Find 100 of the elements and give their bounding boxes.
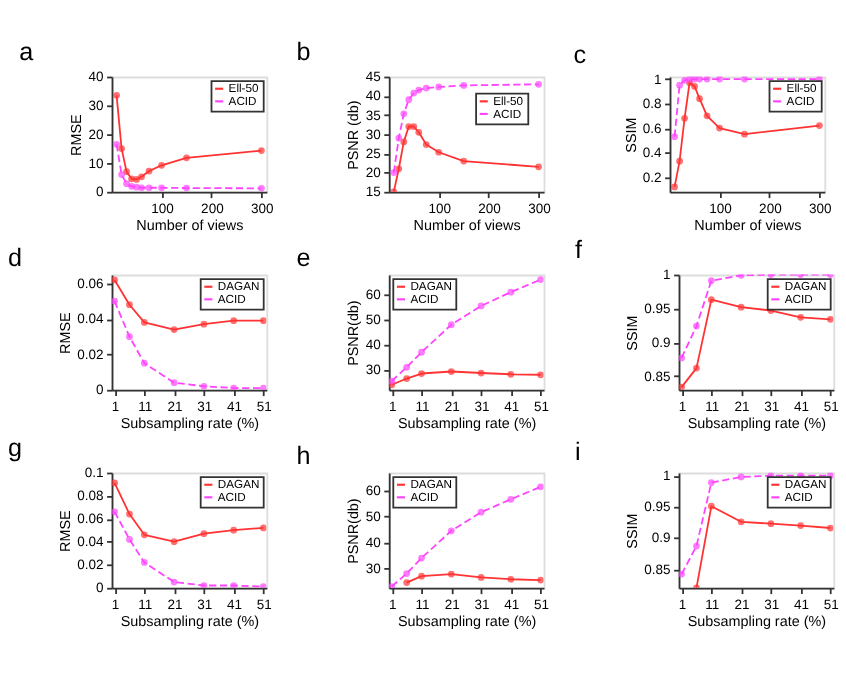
point bbox=[435, 83, 443, 91]
point bbox=[693, 322, 700, 330]
point bbox=[400, 110, 408, 118]
point bbox=[671, 133, 678, 141]
chart-title: h bbox=[296, 441, 311, 470]
point bbox=[403, 363, 411, 371]
point bbox=[258, 147, 265, 154]
x-axis-title: Subsampling rate (%) bbox=[397, 413, 537, 432]
x-axis-title: Subsampling rate (%) bbox=[687, 611, 827, 630]
point bbox=[741, 76, 748, 83]
point bbox=[537, 371, 544, 379]
point bbox=[230, 526, 238, 534]
point bbox=[707, 502, 715, 510]
point bbox=[816, 122, 823, 129]
point bbox=[696, 76, 703, 83]
point bbox=[477, 302, 485, 310]
x-axis-title: Subsampling rate (%) bbox=[120, 413, 260, 432]
point bbox=[447, 321, 455, 329]
point bbox=[145, 167, 153, 175]
point bbox=[118, 171, 125, 178]
point bbox=[507, 370, 515, 378]
point bbox=[140, 559, 148, 566]
point bbox=[418, 572, 425, 580]
point bbox=[460, 157, 468, 165]
point bbox=[460, 82, 468, 89]
point bbox=[403, 570, 411, 577]
point bbox=[183, 184, 190, 192]
chart-title: i bbox=[574, 437, 581, 466]
x-axis-title: Subsampling rate (%) bbox=[120, 611, 260, 630]
point bbox=[230, 317, 238, 325]
point bbox=[797, 313, 805, 321]
chart-title: g bbox=[7, 434, 22, 463]
point bbox=[507, 495, 515, 503]
point bbox=[200, 530, 208, 538]
point bbox=[200, 382, 208, 390]
point bbox=[200, 582, 208, 588]
x-axis-title: Subsampling rate (%) bbox=[687, 413, 827, 432]
point bbox=[126, 301, 133, 309]
x-axis-title: Number of views bbox=[694, 215, 803, 234]
point bbox=[676, 157, 683, 165]
point bbox=[140, 359, 148, 367]
point bbox=[507, 288, 515, 296]
point bbox=[703, 112, 711, 120]
point bbox=[415, 86, 423, 94]
chart-title: e bbox=[296, 243, 311, 272]
point bbox=[113, 91, 120, 99]
chart-title: b bbox=[296, 38, 311, 67]
point bbox=[170, 379, 178, 387]
point bbox=[716, 76, 723, 83]
point bbox=[535, 80, 542, 88]
y-axis-title: SSIM bbox=[623, 513, 642, 549]
point bbox=[260, 317, 267, 325]
point bbox=[118, 145, 125, 152]
point bbox=[111, 508, 118, 516]
point bbox=[827, 315, 834, 323]
point bbox=[422, 141, 430, 148]
point bbox=[767, 520, 775, 528]
point bbox=[681, 114, 688, 122]
y-axis-title: SSIM bbox=[623, 315, 642, 351]
chart-title: f bbox=[574, 236, 583, 265]
point bbox=[126, 536, 133, 543]
chart-title: c bbox=[573, 40, 587, 69]
y-axis-title: RMSE bbox=[67, 113, 86, 156]
point bbox=[678, 570, 685, 578]
point bbox=[158, 161, 165, 169]
line-series bbox=[671, 79, 823, 191]
x-axis-title: Number of views bbox=[136, 215, 245, 234]
point bbox=[696, 95, 703, 103]
point bbox=[703, 76, 711, 83]
chart-title: d bbox=[7, 243, 22, 272]
point bbox=[200, 320, 208, 328]
point bbox=[537, 276, 544, 283]
y-axis-title: PSNR(db) bbox=[344, 300, 363, 366]
point bbox=[447, 527, 455, 535]
point bbox=[140, 531, 148, 539]
x-axis-title: Subsampling rate (%) bbox=[397, 611, 537, 630]
point bbox=[230, 582, 238, 588]
y-axis-title: SSIM bbox=[621, 117, 640, 153]
point bbox=[133, 176, 140, 183]
point bbox=[418, 554, 425, 562]
point bbox=[400, 138, 408, 146]
point bbox=[258, 184, 265, 192]
point bbox=[737, 473, 745, 481]
point bbox=[126, 510, 133, 518]
point bbox=[707, 277, 715, 285]
point bbox=[447, 368, 455, 375]
point bbox=[405, 96, 413, 103]
point bbox=[691, 83, 698, 90]
point bbox=[145, 184, 153, 192]
point bbox=[410, 123, 418, 130]
point bbox=[676, 81, 683, 89]
y-axis-title: RMSE bbox=[56, 509, 75, 552]
point bbox=[230, 384, 238, 390]
point bbox=[113, 140, 120, 148]
point bbox=[507, 575, 515, 583]
point bbox=[671, 183, 678, 191]
point bbox=[111, 479, 118, 487]
point bbox=[477, 508, 485, 516]
point bbox=[693, 542, 700, 550]
point bbox=[741, 130, 748, 138]
